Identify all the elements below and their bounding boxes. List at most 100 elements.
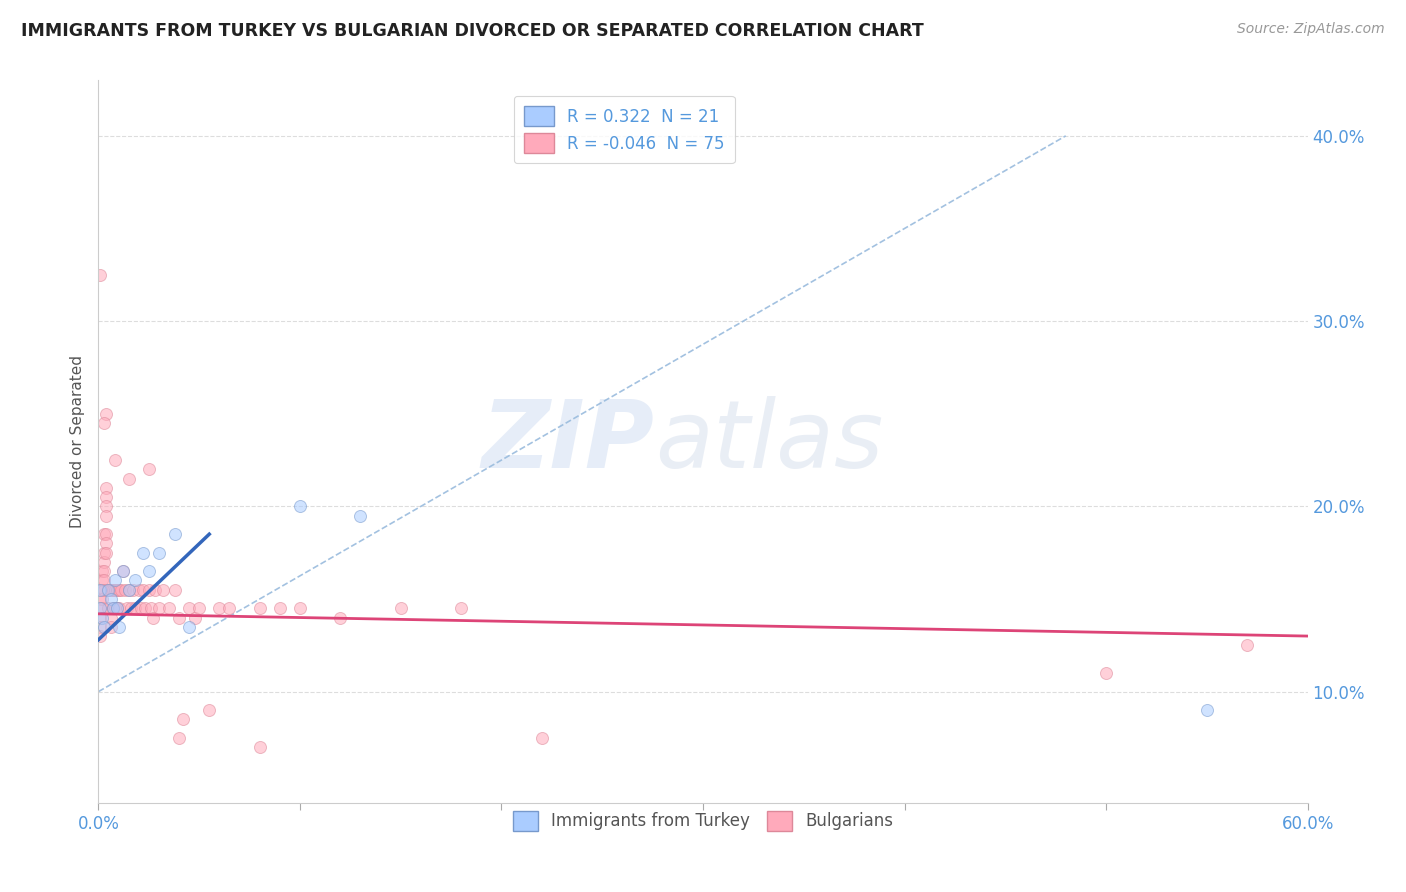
- Point: [91, 582, 114, 597]
- Point: [89, 582, 111, 597]
- Point: [152, 582, 174, 597]
- Point: [389, 601, 412, 615]
- Text: atlas: atlas: [655, 396, 883, 487]
- Point: [530, 731, 553, 745]
- Point: [138, 564, 160, 578]
- Point: [114, 582, 136, 597]
- Point: [97, 582, 120, 597]
- Point: [91, 574, 114, 588]
- Point: [93, 582, 115, 597]
- Point: [111, 564, 134, 578]
- Point: [100, 620, 122, 634]
- Point: [100, 610, 122, 624]
- Point: [269, 601, 291, 615]
- Point: [167, 731, 190, 745]
- Point: [249, 601, 271, 615]
- Point: [1236, 638, 1258, 652]
- Point: [218, 601, 240, 615]
- Point: [148, 601, 170, 615]
- Point: [101, 582, 124, 597]
- Point: [111, 564, 134, 578]
- Point: [89, 601, 111, 615]
- Point: [179, 601, 201, 615]
- Point: [107, 620, 129, 634]
- Point: [450, 601, 472, 615]
- Point: [96, 527, 118, 541]
- Point: [184, 610, 207, 624]
- Point: [288, 500, 311, 514]
- Point: [93, 620, 115, 634]
- Point: [148, 546, 170, 560]
- Point: [91, 610, 114, 624]
- Text: ZIP: ZIP: [482, 395, 655, 488]
- Point: [142, 610, 165, 624]
- Point: [93, 416, 115, 430]
- Legend: Immigrants from Turkey, Bulgarians: Immigrants from Turkey, Bulgarians: [506, 805, 900, 838]
- Text: Source: ZipAtlas.com: Source: ZipAtlas.com: [1237, 22, 1385, 37]
- Point: [138, 582, 160, 597]
- Point: [97, 582, 120, 597]
- Point: [96, 546, 118, 560]
- Point: [97, 601, 120, 615]
- Point: [138, 462, 160, 476]
- Text: IMMIGRANTS FROM TURKEY VS BULGARIAN DIVORCED OR SEPARATED CORRELATION CHART: IMMIGRANTS FROM TURKEY VS BULGARIAN DIVO…: [21, 22, 924, 40]
- Point: [96, 481, 118, 495]
- Point: [208, 601, 231, 615]
- Point: [91, 592, 114, 607]
- Point: [103, 601, 125, 615]
- Point: [172, 713, 194, 727]
- Point: [110, 582, 132, 597]
- Point: [118, 582, 141, 597]
- Point: [129, 601, 152, 615]
- Point: [89, 620, 111, 634]
- Point: [100, 592, 122, 607]
- Point: [179, 620, 201, 634]
- Point: [118, 472, 141, 486]
- Point: [120, 601, 142, 615]
- Point: [89, 610, 111, 624]
- Point: [188, 601, 211, 615]
- Point: [143, 582, 166, 597]
- Point: [93, 555, 115, 569]
- Point: [128, 582, 150, 597]
- Point: [132, 546, 155, 560]
- Point: [1095, 666, 1118, 681]
- Point: [163, 527, 186, 541]
- Point: [96, 407, 118, 421]
- Point: [89, 592, 111, 607]
- Point: [89, 582, 111, 597]
- Point: [107, 582, 129, 597]
- Point: [349, 508, 371, 523]
- Point: [89, 268, 111, 282]
- Point: [107, 601, 129, 615]
- Point: [105, 582, 128, 597]
- Point: [249, 740, 271, 755]
- Point: [115, 601, 138, 615]
- Point: [93, 574, 115, 588]
- Point: [1195, 703, 1218, 717]
- Point: [91, 601, 114, 615]
- Point: [96, 490, 118, 504]
- Point: [139, 601, 162, 615]
- Point: [89, 629, 111, 643]
- Y-axis label: Divorced or Separated: Divorced or Separated: [69, 355, 84, 528]
- Point: [124, 574, 146, 588]
- Point: [89, 601, 111, 615]
- Point: [96, 536, 118, 550]
- Point: [100, 582, 122, 597]
- Point: [121, 582, 143, 597]
- Point: [163, 582, 186, 597]
- Point: [329, 610, 352, 624]
- Point: [132, 582, 155, 597]
- Point: [93, 546, 115, 560]
- Point: [118, 582, 141, 597]
- Point: [103, 574, 125, 588]
- Point: [101, 601, 124, 615]
- Point: [124, 601, 146, 615]
- Point: [105, 601, 128, 615]
- Point: [288, 601, 311, 615]
- Point: [157, 601, 180, 615]
- Point: [96, 508, 118, 523]
- Point: [91, 564, 114, 578]
- Point: [93, 527, 115, 541]
